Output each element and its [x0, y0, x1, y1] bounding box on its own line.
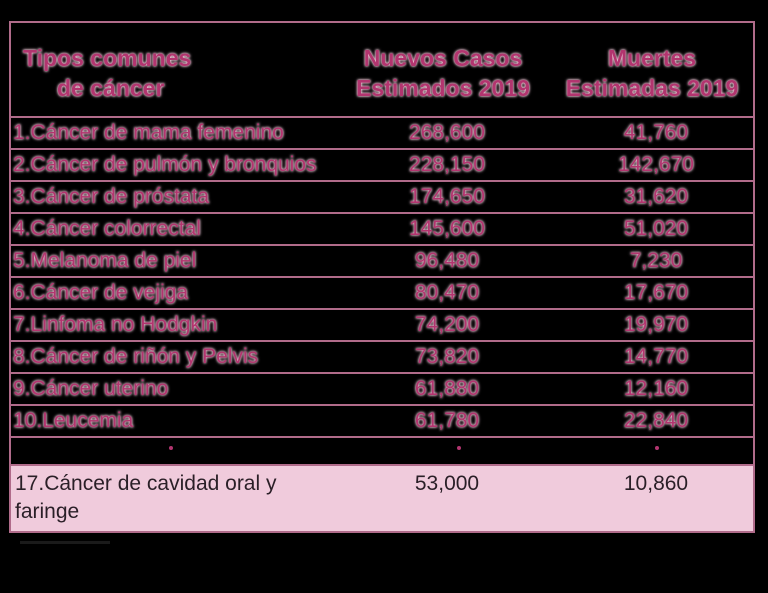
- new-cases-value: 174,650: [409, 185, 485, 208]
- highlight-row: 17.Cáncer de cavidad oral y faringe 53,0…: [11, 464, 753, 531]
- ellipsis-dot: [169, 446, 173, 450]
- deaths-value: 12,160: [623, 377, 689, 400]
- header-new-cases: Nuevos Casos Estimados 2019: [356, 45, 530, 101]
- new-cases-value: 228,150: [409, 153, 485, 176]
- new-cases-value: 61,780: [414, 409, 480, 432]
- cancer-table: Tipos comunes de cáncer Nuevos Casos Est…: [9, 21, 755, 533]
- deaths-value: 17,670: [623, 281, 689, 304]
- table-row: 1.Cáncer de mama femenino 268,600 41,760: [11, 116, 753, 148]
- ellipsis-dot: [457, 446, 461, 450]
- table-row: 9.Cáncer uterino 61,880 12,160: [11, 372, 753, 404]
- cancer-name: 1.Cáncer de mama femenino: [13, 121, 284, 144]
- cancer-name: 9.Cáncer uterino: [13, 377, 169, 400]
- table-row: 6.Cáncer de vejiga 80,470 17,670: [11, 276, 753, 308]
- deaths-value: 51,020: [623, 217, 689, 240]
- cancer-name: 4.Cáncer colorrectal: [13, 217, 201, 240]
- cancer-name: 17.Cáncer de cavidad oral y faringe: [15, 472, 277, 523]
- new-cases-value: 53,000: [414, 472, 480, 495]
- ellipsis-dot: [655, 446, 659, 450]
- table-row: 5.Melanoma de piel 96,480 7,230: [11, 244, 753, 276]
- cancer-name: 3.Cáncer de próstata: [13, 185, 210, 208]
- table-row: 10.Leucemia 61,780 22,840: [11, 404, 753, 436]
- deaths-value: 14,770: [623, 345, 689, 368]
- cancer-name: 8.Cáncer de riñón y Pelvis: [13, 345, 259, 368]
- table-row: 3.Cáncer de próstata 174,650 31,620: [11, 180, 753, 212]
- table-header: Tipos comunes de cáncer Nuevos Casos Est…: [11, 33, 753, 123]
- deaths-value: 7,230: [629, 249, 683, 272]
- header-cancer-types: Tipos comunes de cáncer: [23, 45, 192, 101]
- deaths-value: 31,620: [623, 185, 689, 208]
- new-cases-value: 61,880: [414, 377, 480, 400]
- footer-divider: [20, 541, 110, 544]
- cancer-name: 7.Linfoma no Hodgkin: [13, 313, 218, 336]
- deaths-value: 22,840: [623, 409, 689, 432]
- new-cases-value: 73,820: [414, 345, 480, 368]
- ellipsis-row: [11, 436, 753, 464]
- cancer-name: 6.Cáncer de vejiga: [13, 281, 189, 304]
- new-cases-value: 74,200: [414, 313, 480, 336]
- new-cases-value: 268,600: [409, 121, 485, 144]
- deaths-value: 10,860: [623, 472, 689, 495]
- new-cases-value: 96,480: [414, 249, 480, 272]
- new-cases-value: 145,600: [409, 217, 485, 240]
- table-body: 1.Cáncer de mama femenino 268,600 41,760 2…: [11, 116, 753, 531]
- table-row: 2.Cáncer de pulmón y bronquios 228,150 142…: [11, 148, 753, 180]
- cancer-name: 5.Melanoma de piel: [13, 249, 197, 272]
- table-row: 7.Linfoma no Hodgkin 74,200 19,970: [11, 308, 753, 340]
- cancer-name: 10.Leucemia: [13, 409, 134, 432]
- deaths-value: 142,670: [618, 153, 694, 176]
- table-row: 8.Cáncer de riñón y Pelvis 73,820 14,770: [11, 340, 753, 372]
- cancer-name: 2.Cáncer de pulmón y bronquios: [13, 153, 317, 176]
- table-row: 4.Cáncer colorrectal 145,600 51,020: [11, 212, 753, 244]
- header-deaths: Muertes Estimadas 2019: [565, 45, 739, 101]
- deaths-value: 41,760: [623, 121, 689, 144]
- new-cases-value: 80,470: [414, 281, 480, 304]
- deaths-value: 19,970: [623, 313, 689, 336]
